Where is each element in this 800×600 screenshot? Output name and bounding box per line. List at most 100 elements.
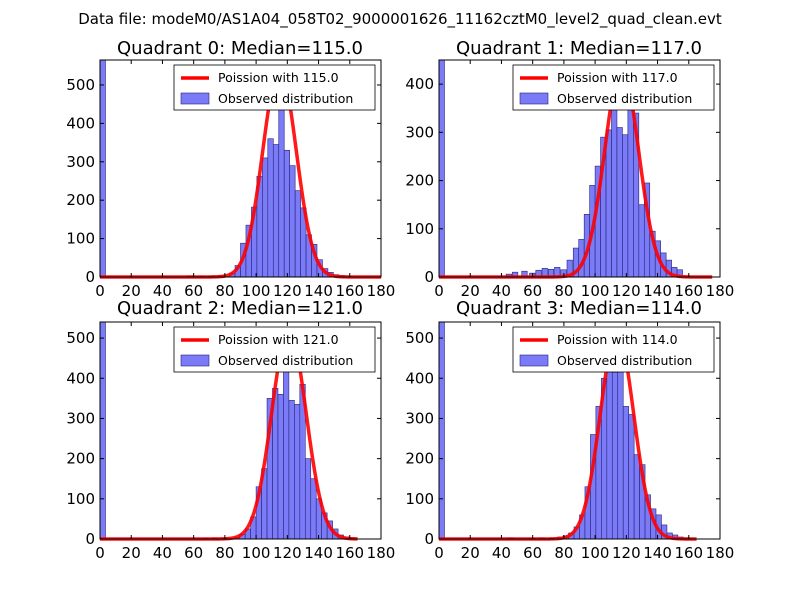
- y-tick-label: 300: [66, 153, 95, 171]
- histogram-bar: [611, 371, 619, 540]
- histogram-bar: [622, 134, 629, 278]
- histogram-bar: [294, 404, 301, 540]
- histogram-bar: [622, 406, 629, 540]
- histogram-bar: [283, 149, 290, 278]
- x-tick-label: 100: [242, 282, 271, 300]
- histogram-bar: [638, 204, 645, 278]
- y-tick-label: 0: [85, 530, 95, 548]
- y-tick-label: 100: [66, 230, 95, 248]
- legend-bar-swatch: [519, 92, 549, 105]
- quadrant-0-title: Quadrant 0: Median=115.0: [117, 38, 363, 59]
- y-tick-label: 400: [405, 369, 434, 387]
- legend-observed-label: Observed distribution: [557, 353, 692, 368]
- x-tick-label: 60: [523, 544, 542, 562]
- quadrant-1-legend: Poission with 117.0 Observed distribution: [512, 64, 715, 111]
- legend-bar-swatch: [180, 354, 210, 367]
- x-tick-label: 100: [581, 544, 610, 562]
- y-tick-label: 300: [66, 409, 95, 427]
- x-tick-label: 80: [215, 544, 234, 562]
- x-tick-label: 140: [643, 282, 672, 300]
- quadrant-2-axes-frame: [99, 321, 382, 540]
- axes-border: [438, 59, 721, 278]
- y-tick-label: 500: [66, 329, 95, 347]
- x-tick-label: 140: [643, 544, 672, 562]
- x-tick-label: 40: [153, 544, 172, 562]
- histogram-bar: [99, 59, 106, 278]
- y-tick-label: 300: [405, 123, 434, 141]
- histogram-bar: [278, 98, 285, 278]
- axes-border: [99, 321, 382, 540]
- x-tick-label: 180: [706, 544, 735, 562]
- quadrant-0-legend: Poission with 115.0 Observed distribution: [173, 64, 376, 111]
- y-tick-label: 100: [405, 220, 434, 238]
- x-tick-label: 120: [273, 282, 302, 300]
- x-tick-label: 0: [434, 282, 444, 300]
- histogram-bar: [267, 138, 274, 278]
- x-tick-label: 160: [674, 282, 703, 300]
- quadrant-3-axes-frame: [438, 321, 721, 540]
- x-tick-label: 20: [461, 282, 480, 300]
- y-tick-label: 100: [66, 490, 95, 508]
- histogram-bar: [605, 129, 612, 278]
- y-tick-label: 0: [85, 268, 95, 286]
- x-tick-label: 180: [706, 282, 735, 300]
- x-tick-label: 40: [492, 544, 511, 562]
- quadrant-1-title: Quadrant 1: Median=117.0: [456, 38, 702, 59]
- y-tick-label: 0: [424, 530, 434, 548]
- histogram-bar: [438, 59, 445, 278]
- histogram-bar: [272, 144, 280, 278]
- x-tick-label: 140: [304, 544, 333, 562]
- x-tick-label: 120: [612, 544, 641, 562]
- histogram-bar: [438, 321, 445, 540]
- quadrant-0-chart: Quadrant 0: Median=115.0 0 20 40 60 80 100 120…: [66, 38, 395, 300]
- axes-border: [99, 59, 382, 278]
- histogram-bar: [99, 321, 106, 540]
- histogram-bar: [628, 414, 635, 540]
- histogram-bar: [617, 365, 624, 540]
- quadrant-3-chart: Quadrant 3: Median=114.0 0 20 40 60 80 100 120…: [405, 298, 734, 562]
- x-tick-label: 0: [95, 544, 105, 562]
- x-tick-label: 160: [674, 544, 703, 562]
- legend-fit-label: Poission with 117.0: [557, 70, 678, 85]
- figure-suptitle: Data file: modeM0/AS1A04_058T02_90000016…: [78, 10, 722, 29]
- x-tick-label: 100: [242, 544, 271, 562]
- histogram-bar: [262, 157, 269, 278]
- y-tick-label: 200: [405, 172, 434, 190]
- y-tick-label: 300: [405, 409, 434, 427]
- histogram-bar: [277, 394, 284, 540]
- x-tick-label: 0: [434, 544, 444, 562]
- legend-observed-label: Observed distribution: [218, 91, 353, 106]
- x-tick-label: 0: [95, 282, 105, 300]
- quadrant-2-legend: Poission with 121.0 Observed distribution: [173, 326, 376, 373]
- quadrant-3-legend: Poission with 114.0 Observed distribution: [512, 326, 715, 373]
- x-tick-label: 20: [461, 544, 480, 562]
- x-tick-label: 60: [523, 282, 542, 300]
- x-tick-label: 40: [153, 282, 172, 300]
- y-tick-label: 200: [66, 191, 95, 209]
- x-tick-label: 160: [335, 544, 364, 562]
- y-tick-label: 400: [66, 114, 95, 132]
- y-tick-label: 400: [66, 369, 95, 387]
- y-tick-label: 0: [424, 268, 434, 286]
- x-tick-label: 180: [367, 544, 396, 562]
- x-tick-label: 180: [367, 282, 396, 300]
- x-tick-label: 140: [304, 282, 333, 300]
- quadrant-1-axes-frame: [438, 59, 721, 278]
- y-tick-label: 500: [405, 329, 434, 347]
- legend-observed-label: Observed distribution: [218, 353, 353, 368]
- histogram-bar: [606, 365, 613, 540]
- histogram-bar: [289, 165, 296, 278]
- x-tick-label: 80: [215, 282, 234, 300]
- histogram-bar: [304, 458, 312, 540]
- histogram-bar: [288, 400, 295, 540]
- axes-border: [438, 321, 721, 540]
- histogram-bar: [611, 95, 618, 278]
- y-tick-label: 200: [405, 450, 434, 468]
- x-tick-label: 120: [612, 282, 641, 300]
- legend-observed-label: Observed distribution: [557, 91, 692, 106]
